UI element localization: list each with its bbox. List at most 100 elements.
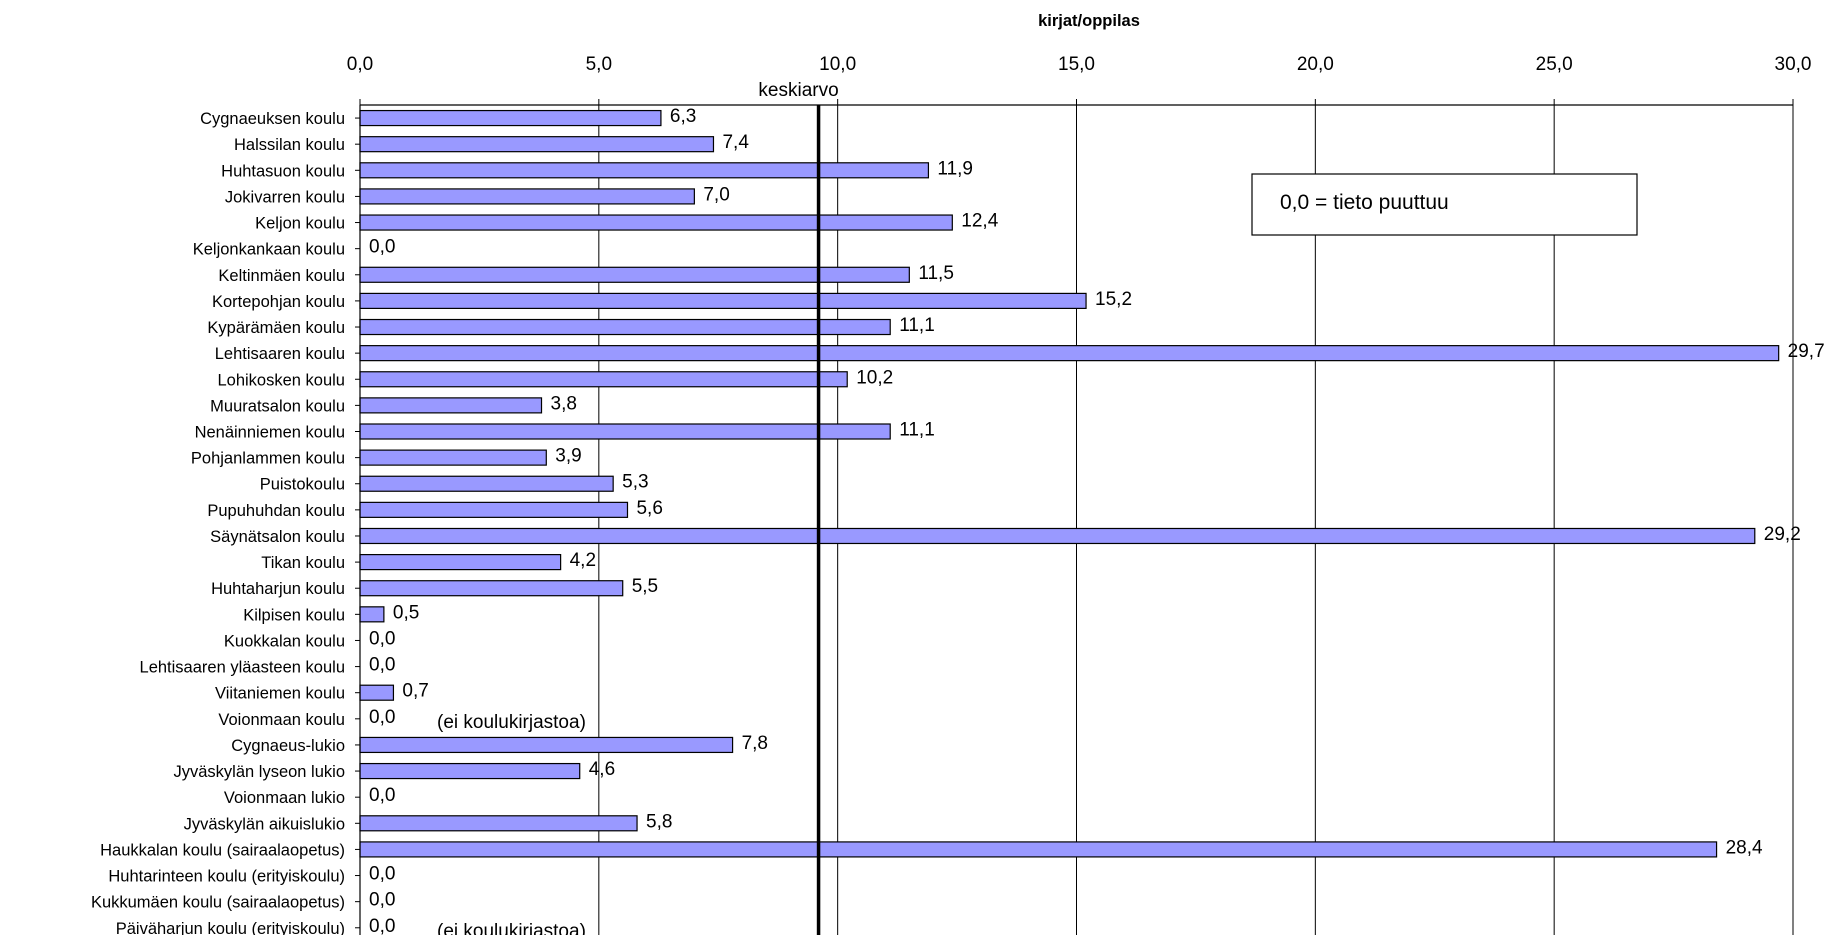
bar <box>359 345 1780 362</box>
bar <box>359 684 395 701</box>
x-tick-label: 0,0 <box>347 54 373 75</box>
category-label: Halssilan koulu <box>234 136 345 154</box>
data-label: 0,0 <box>369 707 395 728</box>
bar <box>359 475 614 492</box>
category-label: Pohjanlammen koulu <box>191 450 345 468</box>
category-label: Huhtasuon koulu <box>221 162 345 180</box>
reference-line-group: keskiarvo <box>758 80 839 935</box>
data-label: 5,3 <box>622 472 648 493</box>
category-label: Lehtisaaren yläasteen koulu <box>140 659 345 677</box>
bar <box>359 841 1718 858</box>
category-label: Voionmaan koulu <box>218 711 345 729</box>
data-label: 0,0 <box>369 916 395 935</box>
bar <box>359 736 734 754</box>
category-label: Päiväharjun koulu (erityiskoulu) <box>116 920 345 935</box>
bar <box>359 214 953 231</box>
bar <box>359 527 1756 545</box>
data-label: 0,0 <box>369 785 395 806</box>
gridlines <box>598 105 1794 935</box>
category-label: Voionmaan lukio <box>224 789 345 807</box>
bar <box>359 762 581 780</box>
axes <box>355 99 1794 935</box>
data-label: 6,3 <box>670 106 696 127</box>
category-label: Haukkalan koulu (sairaalaopetus) <box>100 841 345 859</box>
category-label: Jyväskylän aikuislukio <box>184 815 345 833</box>
data-label: 11,1 <box>899 420 935 441</box>
bar <box>359 501 629 518</box>
category-label: Keljon koulu <box>255 215 345 233</box>
bar <box>359 109 662 127</box>
category-label: Puistokoulu <box>260 476 345 494</box>
x-axis-title: kirjat/oppilas <box>1038 12 1140 30</box>
category-label: Lehtisaaren koulu <box>215 345 345 363</box>
data-label: 7,0 <box>703 184 729 205</box>
legend-box-text: 0,0 = tieto puuttuu <box>1280 191 1449 214</box>
bar <box>359 606 385 623</box>
annotation-text: (ei koulukirjastoa) <box>437 712 586 733</box>
data-label: 5,5 <box>632 576 658 597</box>
category-label: Cygnaeuksen koulu <box>200 110 345 128</box>
annotation-text: (ei koulukirjastoa) <box>437 921 586 935</box>
average-line-label: keskiarvo <box>758 80 838 101</box>
labels: 0,0 5,0 10,0 15,0 20,0 25,0 30,0 Cygnaeuksen ko… <box>91 54 1825 935</box>
bar <box>359 188 695 205</box>
data-label: 5,6 <box>636 498 662 519</box>
x-tick-label: 10,0 <box>819 54 856 75</box>
x-tick-label: 5,0 <box>586 54 612 75</box>
data-label: 0,0 <box>369 655 395 676</box>
category-label: Tikan koulu <box>261 554 345 572</box>
data-label: 0,0 <box>369 628 395 649</box>
data-label: 11,9 <box>937 158 973 179</box>
category-label: Jokivarren koulu <box>225 188 345 206</box>
data-label: 11,1 <box>899 315 935 336</box>
category-label: Muuratsalon koulu <box>210 397 345 415</box>
bar <box>359 580 624 597</box>
category-label: Viitaniemen koulu <box>215 685 345 703</box>
data-label: 3,9 <box>555 446 581 467</box>
category-label: Kuokkalan koulu <box>224 632 345 650</box>
bar <box>359 397 543 414</box>
category-label: Lohikosken koulu <box>217 371 345 389</box>
bar <box>359 318 891 336</box>
bar <box>359 423 891 440</box>
x-tick-label: 20,0 <box>1297 54 1334 75</box>
data-label: 15,2 <box>1095 289 1132 310</box>
category-label: Kukkumäen koulu (sairaalaopetus) <box>91 894 345 912</box>
data-label: 28,4 <box>1726 837 1763 858</box>
x-tick-label: 25,0 <box>1536 54 1573 75</box>
category-label: Keljonkankaan koulu <box>193 241 345 259</box>
data-label: 12,4 <box>961 211 998 232</box>
category-label: Huhtaharjun koulu <box>211 580 345 598</box>
category-label: Huhtarinteen koulu (erityiskoulu) <box>108 868 345 886</box>
category-label: Säynätsalon koulu <box>210 528 345 546</box>
category-label: Jyväskylän lyseon lukio <box>174 763 346 781</box>
data-label: 4,6 <box>589 759 615 780</box>
data-label: 10,2 <box>856 367 893 388</box>
category-label: Kypärämäen koulu <box>207 319 345 337</box>
data-label: 3,8 <box>551 393 577 414</box>
legend-box: 0,0 = tieto puuttuu <box>1251 173 1638 236</box>
category-label: Pupuhuhdan koulu <box>207 502 345 520</box>
category-label: Keltinmäen koulu <box>218 267 345 285</box>
bar <box>359 136 715 153</box>
bar <box>359 266 910 283</box>
bar <box>359 449 547 466</box>
bar <box>359 553 562 571</box>
data-label: 7,4 <box>722 132 749 153</box>
x-tick-label: 30,0 <box>1775 54 1812 75</box>
category-label: Cygnaeus-lukio <box>231 737 345 755</box>
category-label: Kilpisen koulu <box>243 606 345 624</box>
legend-box-frame <box>1251 173 1638 236</box>
category-label: Kortepohjan koulu <box>212 293 345 311</box>
data-label: 0,0 <box>369 890 395 911</box>
bar <box>359 292 1087 309</box>
x-tick-label: 15,0 <box>1058 54 1095 75</box>
category-label: Nenäinniemen koulu <box>195 424 345 442</box>
data-label: 0,7 <box>402 681 428 702</box>
data-label: 5,8 <box>646 811 672 832</box>
data-label: 7,8 <box>742 733 768 754</box>
bar <box>359 162 930 179</box>
data-label: 29,7 <box>1788 341 1825 362</box>
data-label: 11,5 <box>918 263 954 284</box>
